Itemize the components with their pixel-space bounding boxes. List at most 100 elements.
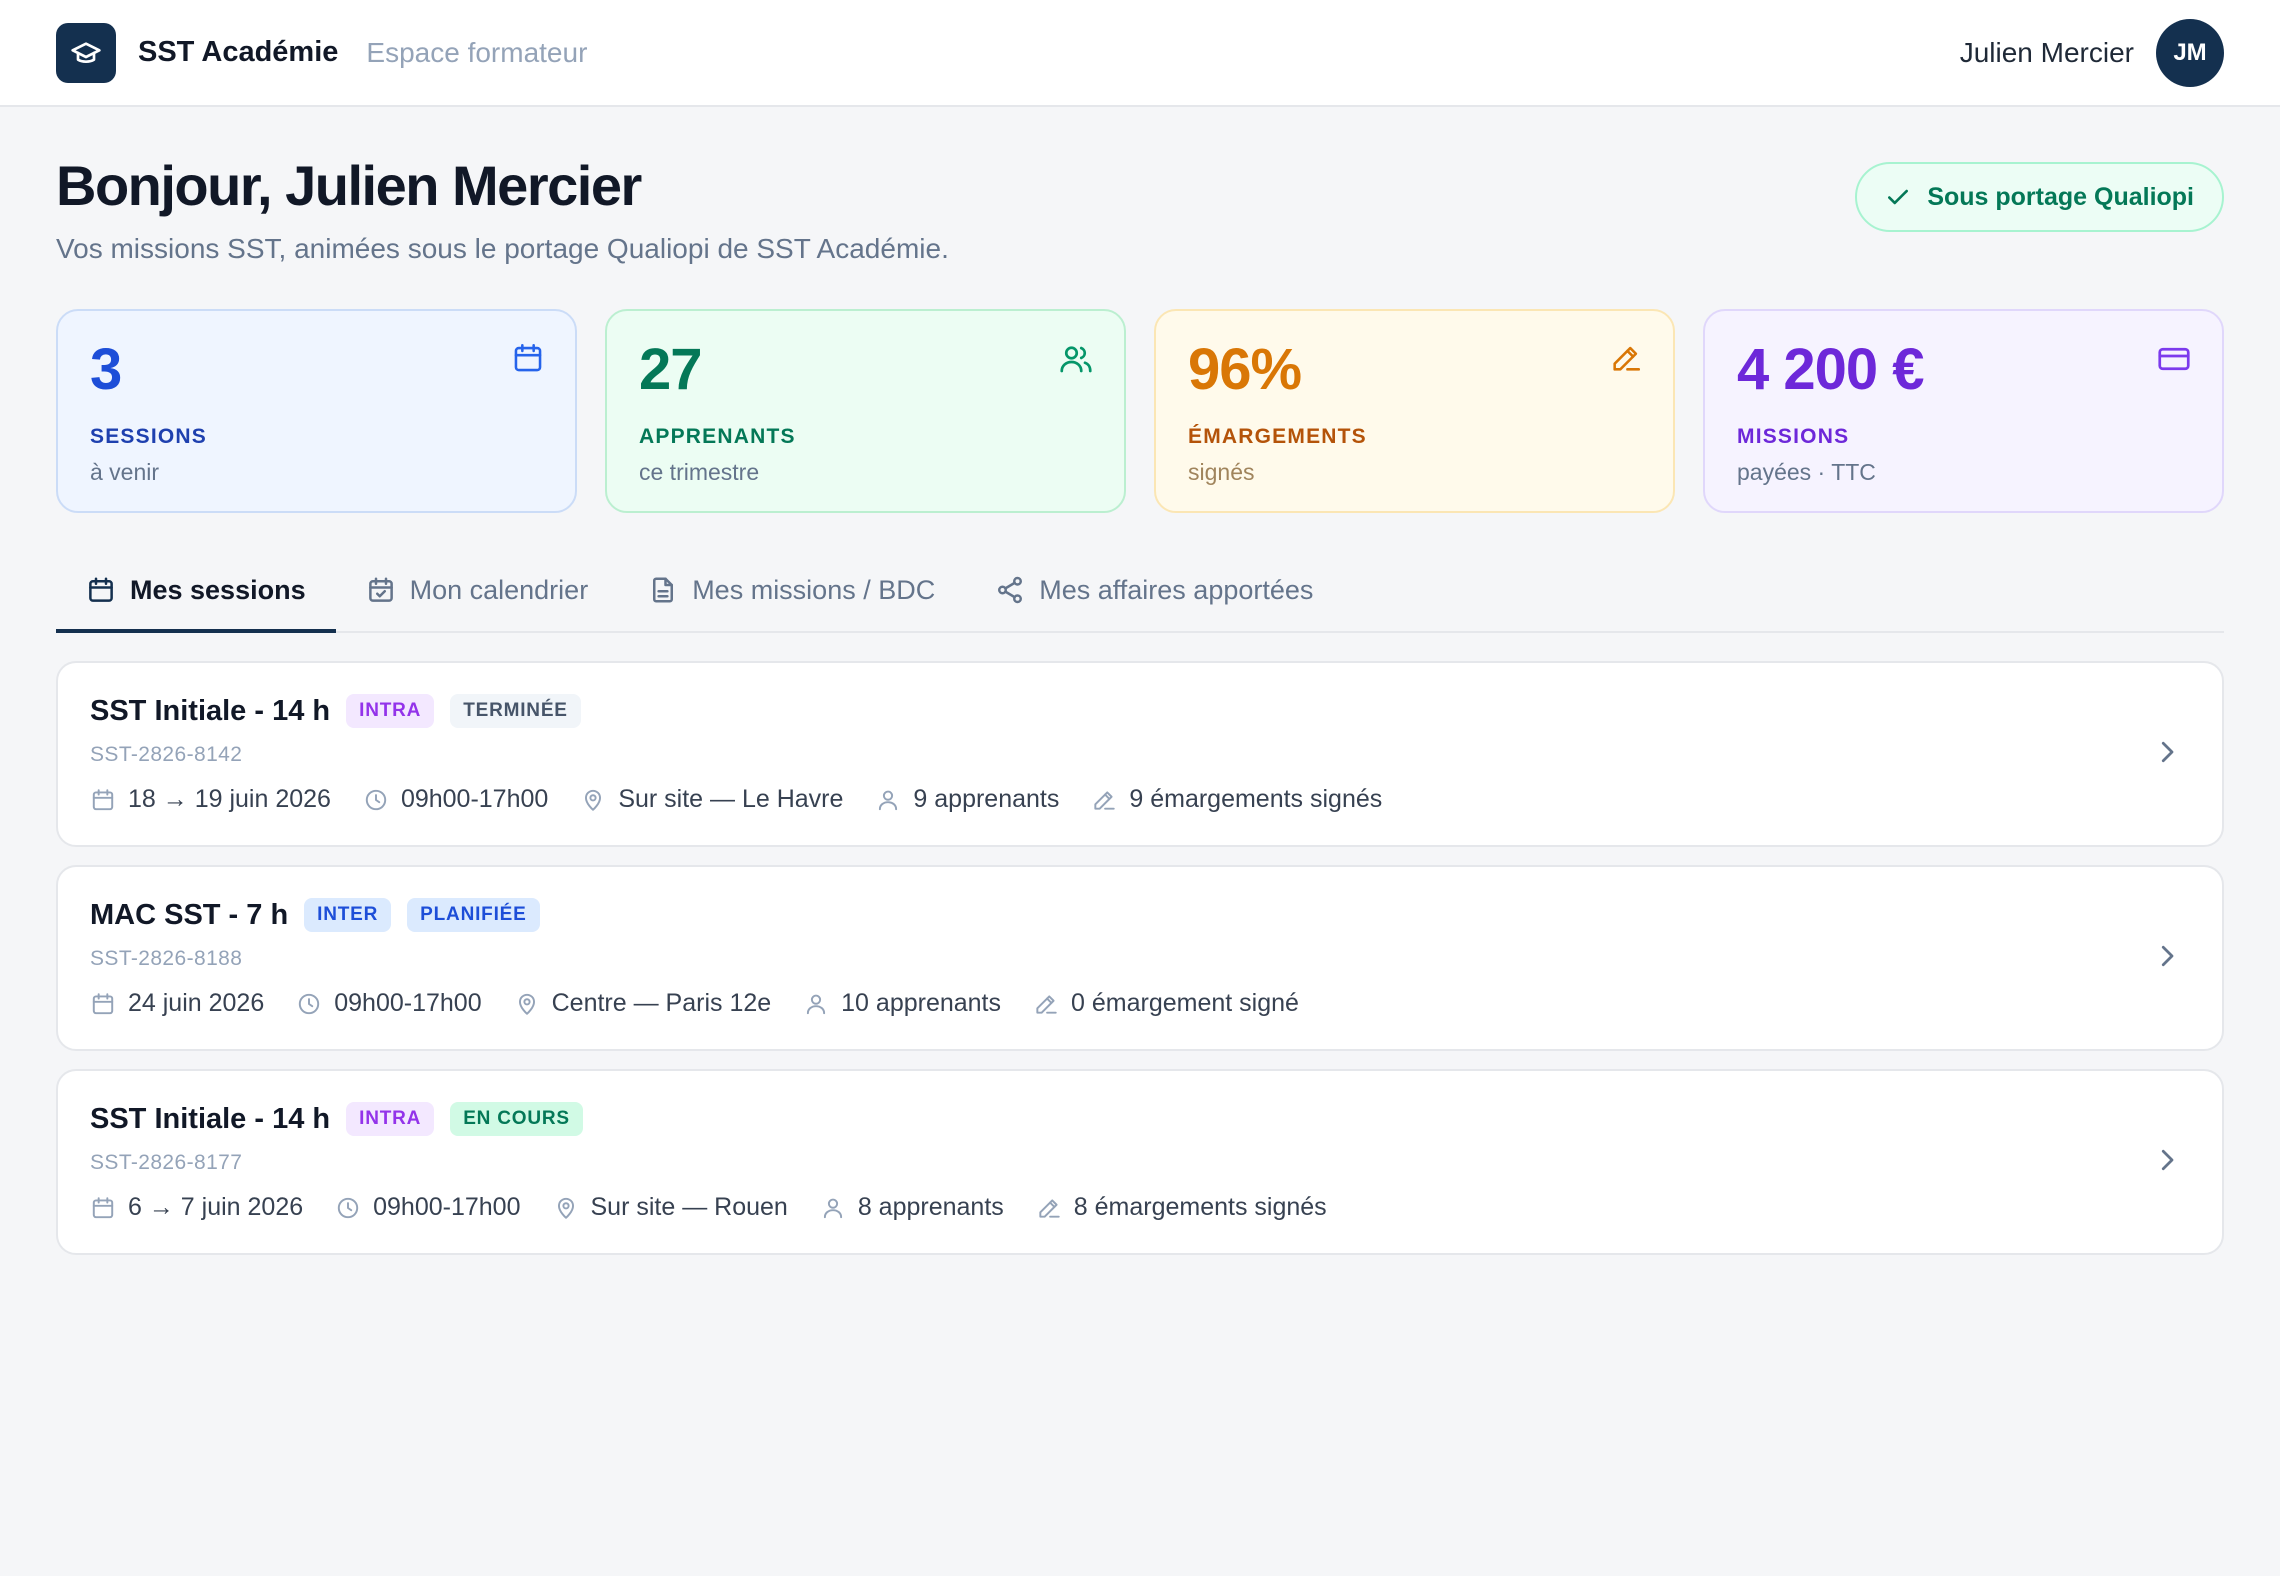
chevron-right-icon[interactable] [2152, 1145, 2182, 1175]
session-hours-text: 09h00-17h00 [373, 1193, 521, 1221]
user-name: Julien Mercier [1959, 36, 2134, 68]
session-location: Centre — Paris 12e [514, 989, 771, 1018]
user-icon [807, 994, 826, 1014]
calendar-icon [92, 788, 114, 810]
calendar-icon [514, 343, 542, 372]
session-learners: 8 apprenants [820, 1193, 1004, 1222]
user-menu[interactable]: Julien Mercier JM [1959, 18, 2224, 87]
user-icon [823, 1198, 842, 1218]
session-ref: SST-2826-8188 [90, 947, 243, 970]
calendar-icon [92, 992, 114, 1014]
session-learners-text: 9 apprenants [913, 785, 1060, 813]
stat-label: ÉMARGEMENTS [1188, 425, 1367, 448]
pen-icon [1094, 790, 1116, 810]
session-hours: 09h00-17h00 [335, 1193, 521, 1222]
session-learners: 9 apprenants [875, 785, 1059, 814]
stat-sub: ce trimestre [639, 459, 760, 485]
session-learners: 10 apprenants [803, 989, 1001, 1018]
credit-card-icon [2158, 347, 2190, 371]
session-signatures-text: 9 émargements signés [1129, 785, 1383, 813]
page-subtitle: Vos missions SST, animées sous le portag… [56, 233, 949, 264]
session-type-badge: INTER [304, 898, 392, 932]
session-status-badge: PLANIFIÉE [407, 898, 540, 932]
stat-value: 96% [1188, 337, 1302, 402]
session-ref: SST-2826-8142 [90, 743, 243, 766]
qualiopi-badge-label: Sous portage Qualiopi [1927, 182, 2194, 211]
tab-my-missions[interactable]: Mes missions / BDC [618, 549, 965, 631]
pen-icon [1036, 994, 1057, 1014]
session-signatures: 0 émargement signé [1033, 989, 1299, 1018]
stat-label: SESSIONS [90, 425, 207, 448]
clock-icon [365, 789, 387, 810]
session-dates-text: 24 juin 2026 [128, 989, 265, 1017]
avatar[interactable]: JM [2156, 18, 2224, 87]
stat-sub: signés [1188, 459, 1255, 485]
clock-icon [337, 1197, 359, 1218]
share-icon [998, 576, 1023, 604]
tab-my-sessions[interactable]: Mes sessions [56, 549, 336, 633]
map-pin-icon [557, 1197, 574, 1219]
session-location: Sur site — Le Havre [580, 785, 843, 814]
session-ref: SST-2826-8177 [90, 1151, 243, 1174]
stat-label: APPRENANTS [639, 425, 796, 448]
calendar-check-icon [368, 577, 393, 602]
user-icon [879, 790, 898, 810]
session-status-badge: TERMINÉE [450, 694, 581, 728]
session-hours: 09h00-17h00 [296, 989, 482, 1018]
stat-card-signatures[interactable]: 96% ÉMARGEMENTS signés [1154, 309, 1675, 513]
session-location: Sur site — Rouen [553, 1193, 788, 1222]
chevron-right-icon[interactable] [2152, 737, 2182, 767]
session-dates: 18 → 19 juin 2026 [90, 785, 331, 814]
main-content: Bonjour, Julien Mercier Vos missions SST… [0, 107, 2280, 1255]
stat-sub: à venir [90, 459, 160, 485]
graduation-cap-icon [56, 22, 116, 83]
stat-label: MISSIONS [1737, 425, 1850, 448]
chevron-right-icon[interactable] [2152, 941, 2182, 971]
tab-label: Mes missions / BDC [692, 574, 936, 605]
session-card[interactable]: SST Initiale - 14 h INTRA TERMINÉE SST-2… [56, 661, 2224, 847]
pen-icon [1613, 346, 1641, 371]
page-title: Bonjour, Julien Mercier [56, 154, 642, 217]
session-type-badge: INTRA [346, 1102, 435, 1136]
stat-card-learners[interactable]: 27 APPRENANTS ce trimestre [605, 309, 1126, 513]
users-icon [1060, 346, 1092, 373]
tab-my-referrals[interactable]: Mes affaires apportées [965, 549, 1343, 631]
session-type-badge: INTRA [346, 694, 435, 728]
session-list: SST Initiale - 14 h INTRA TERMINÉE SST-2… [56, 661, 2224, 1255]
session-title: MAC SST - 7 h [90, 898, 289, 931]
stat-sub: payées · TTC [1737, 459, 1876, 485]
brand-name: SST Académie [138, 36, 339, 68]
session-hours-text: 09h00-17h00 [400, 785, 549, 813]
pen-icon [1039, 1198, 1060, 1218]
tab-label: Mon calendrier [409, 574, 589, 605]
stat-card-sessions[interactable]: 3 SESSIONS à venir [56, 309, 577, 513]
session-dates: 6 → 7 juin 2026 [90, 1193, 303, 1222]
brand[interactable]: SST Académie Espace formateur [56, 22, 587, 83]
hero: Bonjour, Julien Mercier Vos missions SST… [56, 107, 2224, 303]
qualiopi-badge: Sous portage Qualiopi [1855, 162, 2224, 232]
session-hours: 09h00-17h00 [363, 785, 548, 814]
tab-label: Mes affaires apportées [1039, 574, 1314, 605]
stats-row: 3 SESSIONS à venir 27 APPRENANTS ce trim… [56, 309, 2224, 513]
session-signatures: 9 émargements signés [1091, 785, 1382, 814]
stat-card-missions[interactable]: 4 200 € MISSIONS payées · TTC [1703, 309, 2224, 513]
session-signatures: 8 émargements signés [1036, 1193, 1327, 1222]
session-location-text: Sur site — Le Havre [618, 785, 844, 813]
stat-value: 3 [90, 337, 122, 402]
stat-value: 27 [639, 337, 703, 402]
session-card[interactable]: MAC SST - 7 h INTER PLANIFIÉE SST-2826-8… [56, 865, 2224, 1051]
session-dates-text: 18 → 19 juin 2026 [128, 785, 331, 813]
document-icon [653, 577, 674, 603]
map-pin-icon [518, 993, 535, 1015]
session-signatures-text: 0 émargement signé [1071, 989, 1299, 1017]
session-dates-text: 6 → 7 juin 2026 [128, 1193, 304, 1221]
session-card[interactable]: SST Initiale - 14 h INTRA EN COURS SST-2… [56, 1069, 2224, 1255]
tab-my-calendar[interactable]: Mon calendrier [336, 549, 619, 631]
calendar-icon [92, 1196, 114, 1218]
stat-value: 4 200 € [1737, 337, 1925, 402]
session-hours-text: 09h00-17h00 [334, 989, 482, 1017]
top-bar: SST Académie Espace formateur Julien Mer… [0, 0, 2280, 107]
tab-label: Mes sessions [130, 574, 306, 605]
session-status-badge: EN COURS [450, 1102, 583, 1136]
session-title: SST Initiale - 14 h [90, 694, 331, 727]
